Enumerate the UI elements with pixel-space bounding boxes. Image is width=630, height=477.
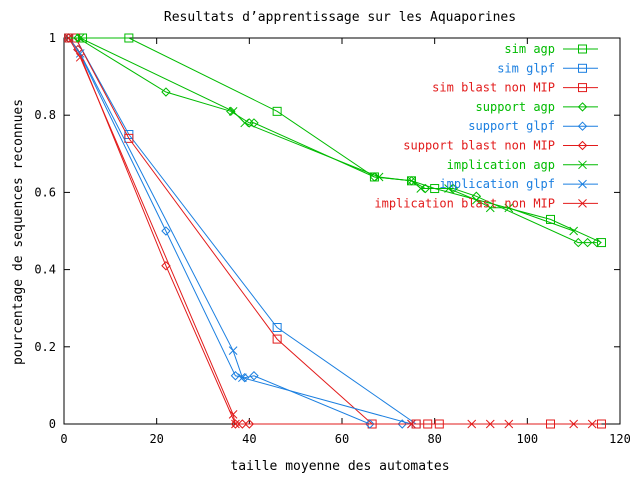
y-tick-label: 0	[49, 417, 56, 431]
legend-label: support glpf	[468, 119, 555, 133]
x-tick-label: 20	[149, 432, 163, 446]
x-tick-label: 60	[335, 432, 349, 446]
legend-label: implication glpf	[439, 177, 555, 191]
legend-label: support blast non MIP	[403, 139, 555, 153]
y-axis-label: pourcentage de sequences reconnues	[11, 99, 26, 365]
legend-label: sim blast non MIP	[432, 81, 555, 95]
y-tick-label: 0.2	[34, 340, 56, 354]
legend-label: sim glpf	[497, 61, 555, 75]
legend-label: implication blast non MIP	[374, 196, 555, 210]
chart-title: Resultats d’apprentissage sur les Aquapo…	[164, 10, 516, 25]
x-tick-label: 80	[427, 432, 441, 446]
x-axis-label: taille moyenne des automates	[230, 459, 449, 474]
x-tick-label: 100	[516, 432, 538, 446]
legend-label: support agp	[476, 100, 555, 114]
y-tick-label: 1	[49, 31, 56, 45]
legend-label: implication agp	[447, 158, 555, 172]
y-tick-label: 0.6	[34, 185, 56, 199]
y-tick-label: 0.4	[34, 263, 56, 277]
x-tick-label: 40	[242, 432, 256, 446]
x-tick-label: 0	[60, 432, 67, 446]
y-tick-label: 0.8	[34, 108, 56, 122]
x-tick-label: 120	[609, 432, 630, 446]
legend-label: sim agp	[504, 42, 555, 56]
